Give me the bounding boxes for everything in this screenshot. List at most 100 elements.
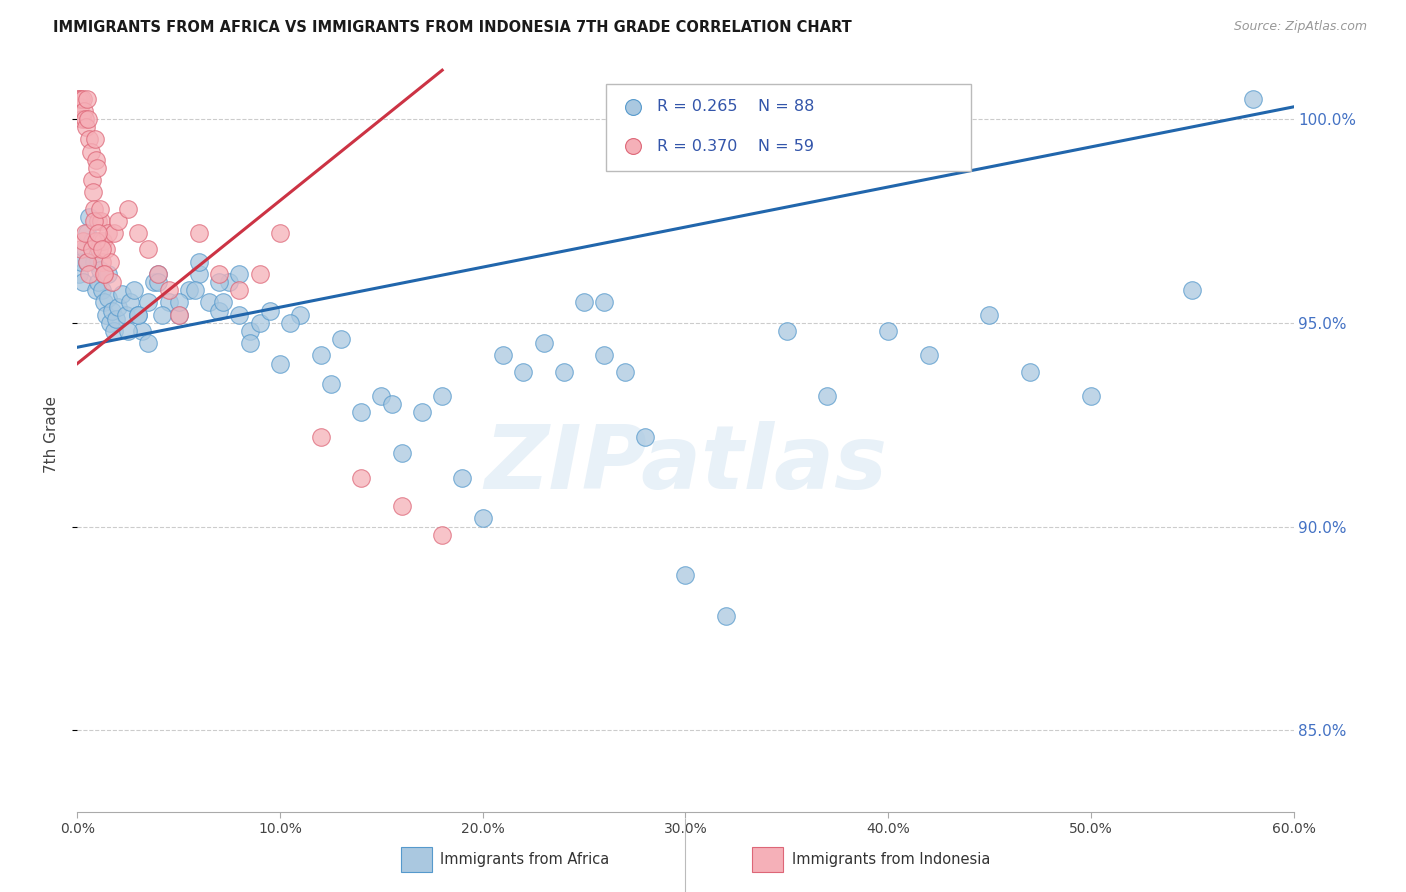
Point [1181,283,1204,297]
Point [107,300,129,314]
Point [90,243,112,257]
Point [80,173,103,187]
Point [471,511,494,525]
Point [122,283,145,297]
Point [411,405,433,419]
Point [94,308,117,322]
Point [84,153,107,167]
Point [93,295,115,310]
Point [76,92,98,106]
Point [67,92,90,106]
Text: Immigrants from Africa: Immigrants from Africa [440,853,609,867]
Point [72,92,94,106]
Point [76,254,98,268]
Text: IMMIGRANTS FROM AFRICA VS IMMIGRANTS FROM INDONESIA 7TH GRADE CORRELATION CHART: IMMIGRANTS FROM AFRICA VS IMMIGRANTS FRO… [53,20,852,35]
Point [208,303,231,318]
Point [83,214,105,228]
Point [167,308,190,322]
Text: ZIPatlas: ZIPatlas [484,422,887,508]
Point [613,365,636,379]
Point [75,243,97,257]
Point [136,243,159,257]
Point [67,92,90,106]
Point [136,336,159,351]
Point [98,254,121,268]
Point [115,308,138,322]
Point [107,214,129,228]
Point [776,324,799,338]
Point [72,275,94,289]
Point [918,348,941,362]
Point [167,308,190,322]
Point [177,283,200,297]
FancyBboxPatch shape [606,85,972,171]
Point [131,324,153,338]
Point [103,226,125,240]
Point [634,430,657,444]
Point [93,267,115,281]
Point [94,243,117,257]
Point [101,275,124,289]
Point [432,527,454,541]
Point [91,235,114,249]
Point [370,389,392,403]
Point [75,112,97,127]
Point [259,303,281,318]
Point [249,267,271,281]
Point [89,235,111,249]
Point [228,283,250,297]
Point [319,376,342,391]
Point [188,226,211,240]
Point [76,254,98,268]
Point [70,92,93,106]
Point [593,295,616,310]
Point [111,287,134,301]
Point [309,348,332,362]
Point [76,226,98,240]
Y-axis label: 7th Grade: 7th Grade [44,396,59,474]
Point [83,202,105,216]
Point [101,303,124,318]
Point [69,100,91,114]
Point [97,267,120,281]
Point [157,295,180,310]
Point [83,254,105,268]
Point [83,132,105,146]
Point [104,311,127,326]
Point [167,295,190,310]
Text: Immigrants from Indonesia: Immigrants from Indonesia [792,853,990,867]
Point [117,202,139,216]
Point [77,112,100,127]
Point [391,499,413,513]
Point [572,295,595,310]
Point [67,267,90,281]
Point [148,275,170,289]
Point [75,226,97,240]
Point [877,324,900,338]
Point [152,308,174,322]
Text: R = 0.370    N = 59: R = 0.370 N = 59 [658,138,814,153]
Point [249,316,271,330]
Point [72,235,94,249]
Point [118,295,141,310]
Point [309,430,332,444]
Point [451,470,474,484]
Point [79,267,101,281]
Point [148,267,170,281]
Point [127,308,149,322]
Point [143,275,166,289]
Point [1019,365,1042,379]
Point [86,275,108,289]
Point [98,316,121,330]
Point [90,254,112,268]
Point [97,291,120,305]
Point [86,161,108,175]
Point [290,308,312,322]
Point [593,348,616,362]
Point [208,267,231,281]
Point [157,283,180,297]
Point [218,275,240,289]
Point [212,295,235,310]
Point [103,324,125,338]
Point [82,186,104,200]
